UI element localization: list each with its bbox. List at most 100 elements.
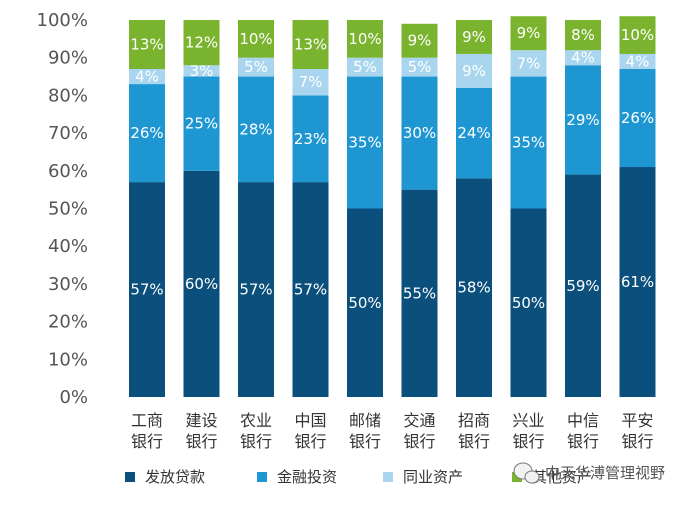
y-tick-label: 20% xyxy=(48,312,88,333)
data-label: 28% xyxy=(239,120,272,138)
data-label: 55% xyxy=(403,284,436,302)
bar-segment xyxy=(619,16,656,54)
bar-segment xyxy=(401,76,438,190)
y-tick-label: 0% xyxy=(59,387,88,408)
x-tick-label: 中国 xyxy=(294,411,326,430)
data-label: 24% xyxy=(457,124,490,142)
data-label: 7% xyxy=(517,54,541,72)
data-label: 10% xyxy=(239,30,272,48)
wechat-icon xyxy=(513,462,540,484)
bar-segment xyxy=(456,87,492,179)
bar-segment xyxy=(129,84,165,183)
legend-label: 其他资产 xyxy=(532,468,592,486)
bar-segment xyxy=(565,20,601,51)
bar-segment xyxy=(292,69,329,96)
data-label: 9% xyxy=(517,24,541,42)
bar-segment xyxy=(401,189,438,397)
legend-item: 金融投资 xyxy=(257,468,337,486)
bar-segment xyxy=(565,50,601,66)
x-tick-label: 银行 xyxy=(131,432,163,451)
data-label: 35% xyxy=(512,134,545,152)
y-tick-label: 50% xyxy=(48,199,88,220)
y-tick-label: 40% xyxy=(48,236,88,257)
bar-segment xyxy=(510,50,547,77)
bar-segment xyxy=(347,20,383,58)
data-label: 26% xyxy=(621,109,654,127)
bar-segment xyxy=(183,170,220,397)
legend-label: 同业资产 xyxy=(403,468,463,486)
bars-area: 57% 26% 4% 13% 60% 25% 3% 12% 57% 28% 5% 10% 57% 23% 7… xyxy=(129,16,656,397)
x-tick-label: 工商 xyxy=(131,411,163,430)
y-tick-label: 80% xyxy=(48,85,88,106)
watermark-text: 中天华溥管理视野 xyxy=(545,464,665,482)
y-tick-label: 60% xyxy=(48,161,88,182)
bar-segment xyxy=(619,69,656,168)
x-tick-label: 银行 xyxy=(294,432,326,451)
data-label: 10% xyxy=(348,30,381,48)
bar-segment xyxy=(456,53,492,88)
bar-segment xyxy=(510,208,547,397)
bar-segment xyxy=(183,20,220,66)
x-tick-label: 邮储 xyxy=(349,411,381,430)
x-tick-label: 招商 xyxy=(458,411,490,430)
x-tick-label: 银行 xyxy=(458,432,490,451)
data-label: 26% xyxy=(130,124,163,142)
data-label: 9% xyxy=(408,32,432,50)
bar-segment xyxy=(510,16,547,51)
bar-segment xyxy=(347,76,383,209)
x-tick-label: 银行 xyxy=(567,432,599,451)
data-label: 8% xyxy=(571,26,595,44)
data-label: 57% xyxy=(130,281,163,299)
bar-segment xyxy=(238,182,274,397)
legend-item: 同业资产 xyxy=(383,468,463,486)
bar-segment xyxy=(510,76,547,209)
bar-segment xyxy=(238,76,274,183)
legend-label: 发放贷款 xyxy=(145,468,205,486)
x-tick-label: 银行 xyxy=(240,432,272,451)
bar-segment xyxy=(347,57,383,77)
legend: 发放贷款 金融投资 同业资产 其他资产 xyxy=(125,468,592,486)
bar-segment xyxy=(401,57,438,77)
data-label: 3% xyxy=(190,62,214,80)
bar-segment xyxy=(238,57,274,77)
y-tick-label: 30% xyxy=(48,274,88,295)
x-tick-label: 中信 xyxy=(567,411,599,430)
data-label: 59% xyxy=(566,277,599,295)
data-label: 4% xyxy=(571,49,595,67)
x-tick-label: 银行 xyxy=(185,432,217,451)
bar-segment xyxy=(183,76,220,171)
bar-segment xyxy=(619,167,656,397)
bar-segment xyxy=(129,69,165,85)
y-tick-label: 90% xyxy=(48,48,88,69)
data-label: 13% xyxy=(294,36,327,54)
data-label: 4% xyxy=(135,68,159,86)
bar-segment xyxy=(129,20,165,70)
x-tick-label: 农业 xyxy=(240,411,272,430)
data-label: 30% xyxy=(403,124,436,142)
data-label: 50% xyxy=(348,294,381,312)
y-tick-label: 100% xyxy=(37,10,88,31)
legend-swatch xyxy=(125,472,135,482)
bar-segment xyxy=(456,20,492,54)
data-label: 7% xyxy=(299,73,323,91)
bar-segment xyxy=(292,95,329,183)
y-tick-label: 70% xyxy=(48,123,88,144)
y-tick-label: 10% xyxy=(48,349,88,370)
x-tick-label: 建设 xyxy=(185,411,217,430)
bar-segment xyxy=(238,20,274,58)
data-label: 57% xyxy=(294,281,327,299)
legend-swatch xyxy=(383,472,393,482)
bar-segment xyxy=(292,182,329,397)
bar-segment xyxy=(401,23,438,58)
bar-segment xyxy=(619,53,656,70)
bar-segment xyxy=(347,208,383,397)
y-axis: 0% 10% 20% 30% 40% 50% 60% 70% 80% 90% 100% xyxy=(37,10,88,408)
bar-segment xyxy=(565,65,601,175)
data-label: 57% xyxy=(239,281,272,299)
data-label: 4% xyxy=(626,52,650,70)
x-tick-label: 银行 xyxy=(512,432,544,451)
data-label: 10% xyxy=(621,26,654,44)
